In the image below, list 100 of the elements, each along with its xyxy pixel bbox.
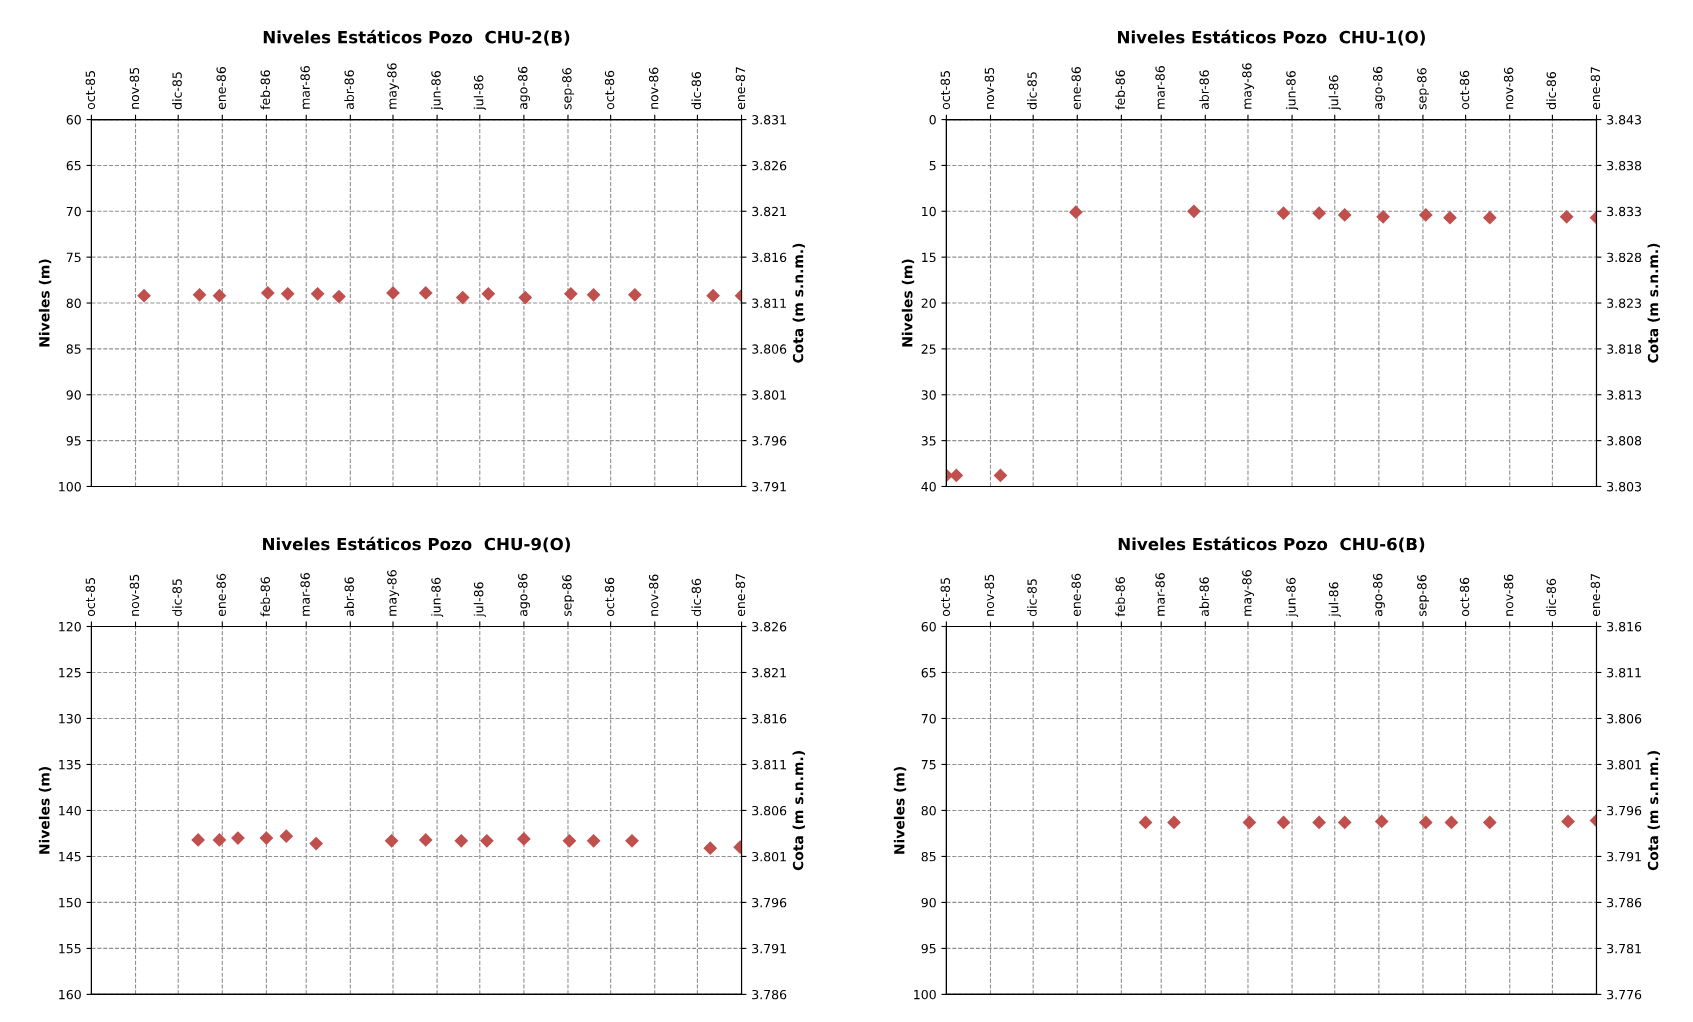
point: [517, 832, 531, 846]
x-tick-label: sep-86: [1417, 575, 1429, 617]
x-tick-label: mar-86: [1155, 66, 1165, 109]
y-tick-label: 30: [921, 390, 936, 400]
point: [1443, 211, 1457, 225]
point: [586, 834, 601, 848]
x-tick-label: abr-86: [1199, 70, 1209, 110]
point: [279, 829, 293, 843]
y-tick-label: 75: [921, 760, 936, 770]
x-tick-label: nov-86: [648, 67, 659, 109]
y2-tick-label: 3.776: [1607, 989, 1642, 1000]
point: [259, 831, 273, 845]
x-tick-label: nov-85: [984, 574, 995, 616]
point: [309, 836, 323, 851]
y-tick-label: 95: [66, 436, 81, 446]
x-tick-label: ene-87: [735, 67, 746, 110]
y-tick-label: 40: [921, 481, 936, 492]
x-tick-label: ene-87: [735, 574, 746, 617]
point: [1338, 208, 1352, 222]
x-tick-label: jun-86: [1286, 70, 1299, 111]
x-tick-label: mar-86: [300, 572, 310, 616]
x-tick-label: nov-85: [129, 67, 140, 109]
x-tick-label: mar-86: [300, 66, 310, 109]
y2-tick-label: 3.843: [1607, 115, 1641, 125]
y2-tick-label: 3.796: [752, 436, 787, 446]
y2-tick-label: 3.816: [752, 252, 787, 263]
point: [419, 833, 433, 847]
y2-tick-label: 3.806: [752, 344, 787, 354]
x-tick-label: feb-86: [1115, 70, 1125, 110]
y2-tick-label: 3.833: [1607, 206, 1641, 217]
point: [1312, 206, 1326, 220]
chart-title: Niveles Estáticos Pozo CHU-9(O): [263, 536, 570, 553]
y-tick-label: 90: [921, 897, 936, 908]
y2-tick-label: 3.786: [752, 989, 787, 1000]
y-tick-label: 15: [922, 252, 936, 263]
x-tick-label: jul-86: [473, 75, 486, 111]
y-tick-label: 70: [921, 713, 936, 724]
y2-tick-label: 3.781: [1607, 943, 1641, 954]
point: [1560, 210, 1574, 224]
x-tick-label: oct-85: [85, 71, 96, 110]
x-tick-label: nov-86: [1503, 67, 1514, 109]
y-tick-label: 85: [66, 344, 81, 354]
x-tick-label: nov-86: [1503, 574, 1514, 616]
point: [562, 834, 576, 848]
y2-tick-label: 3.821: [752, 667, 786, 678]
y-tick-label: 65: [66, 160, 81, 171]
point: [1483, 211, 1497, 225]
y-axis-title: Niveles (m): [38, 766, 52, 854]
x-tick-label: ene-86: [216, 66, 226, 110]
point: [191, 833, 205, 847]
y-tick-label: 95: [921, 943, 936, 954]
point: [703, 841, 717, 855]
y2-tick-label: 3.796: [752, 897, 787, 908]
y-tick-label: 5: [929, 161, 936, 171]
y2-tick-label: 3.816: [752, 713, 787, 724]
y-tick-label: 150: [59, 897, 81, 908]
x-tick-label: sep-86: [1417, 68, 1429, 110]
y-tick-label: 120: [59, 621, 81, 632]
y2-tick-label: 3.801: [752, 851, 786, 862]
chart-title: Niveles Estáticos Pozo CHU-2(B): [263, 29, 570, 46]
y-axis-title: Niveles (m): [38, 259, 52, 347]
point: [231, 831, 245, 845]
y2-tick-label: 3.816: [1607, 621, 1642, 632]
y2-tick-label: 3.811: [752, 298, 786, 308]
y-tick-label: 80: [921, 805, 936, 816]
x-tick-label: nov-85: [984, 67, 995, 109]
y-tick-label: 125: [59, 667, 81, 678]
y2-tick-label: 3.791: [1607, 851, 1641, 862]
x-tick-label: ene-86: [1071, 573, 1081, 617]
point: [384, 834, 399, 848]
y2-tick-label: 3.801: [1607, 759, 1641, 770]
x-tick-label: may-86: [1242, 63, 1255, 109]
y-tick-label: 60: [921, 621, 936, 632]
y-tick-label: 35: [921, 436, 936, 446]
x-tick-label: jun-86: [431, 577, 444, 617]
y-tick-label: 20: [921, 298, 936, 308]
y2-tick-label: 3.828: [1607, 252, 1642, 263]
y-tick-label: 130: [59, 713, 81, 724]
x-tick-label: dic-85: [1027, 579, 1037, 617]
y2-tick-label: 3.821: [752, 206, 786, 217]
x-tick-label: ago-86: [518, 66, 530, 110]
point: [625, 834, 639, 848]
y2-tick-label: 3.803: [1607, 481, 1641, 492]
y-tick-label: 10: [922, 206, 936, 217]
x-tick-label: ene-87: [1590, 574, 1601, 617]
x-tick-label: dic-86: [691, 71, 702, 110]
y-tick-label: 85: [921, 851, 936, 862]
x-tick-label: oct-86: [604, 577, 615, 617]
x-tick-label: ago-86: [1373, 573, 1385, 617]
y2-tick-label: 3.811: [752, 759, 786, 770]
y-tick-label: 75: [66, 252, 81, 263]
x-tick-label: oct-86: [1459, 577, 1470, 617]
x-tick-label: ene-87: [1590, 67, 1601, 110]
point: [1069, 205, 1083, 219]
chart-title: Niveles Estáticos Pozo CHU-1(O): [1118, 29, 1425, 46]
y2-axis-title: Cota (m s.n.m.): [1647, 243, 1660, 363]
point: [454, 834, 468, 848]
point: [212, 833, 227, 847]
chart-title: Niveles Estáticos Pozo CHU-6(B): [1118, 536, 1425, 553]
x-tick-label: abr-86: [1199, 577, 1209, 617]
